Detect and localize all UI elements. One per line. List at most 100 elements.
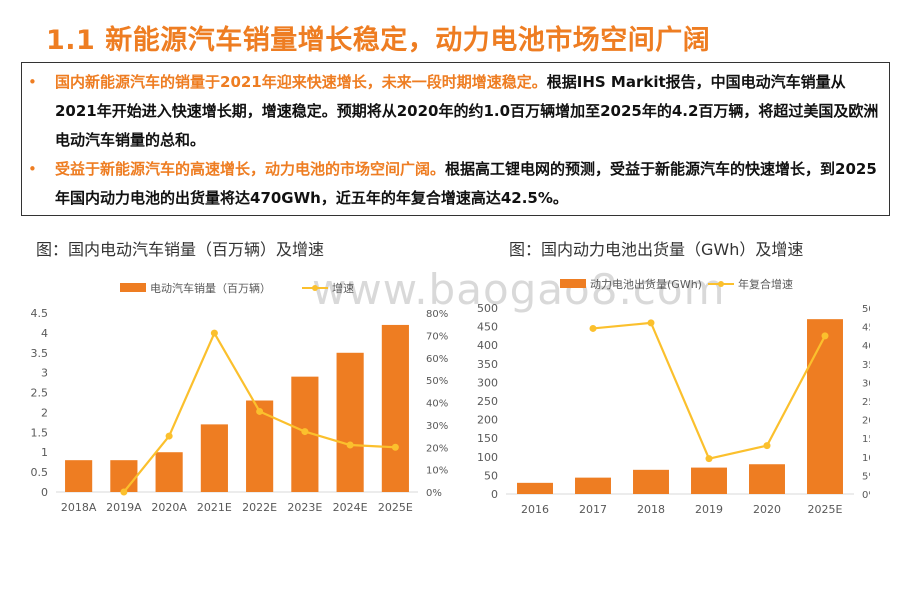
y-left-tick-label: 2.5 [31, 387, 49, 400]
y-left-tick-label: 4 [41, 327, 48, 340]
growth-point [256, 407, 264, 415]
growth-point [647, 319, 655, 327]
legend-line-marker [718, 281, 724, 287]
bar [517, 482, 553, 494]
bar [155, 452, 183, 492]
bullet-marker: • [28, 160, 37, 178]
legend-bar-label: 动力电池出货量(GWh) [590, 277, 702, 291]
growth-point [391, 443, 399, 451]
x-tick-label: 2020A [151, 501, 187, 514]
legend-line-marker [312, 285, 318, 291]
battery-shipment-chart: 动力电池出货量(GWh) 年复合增速 0 50 100 150 200 250 300 350 40… [477, 277, 870, 516]
y-right-tick-label: 5% [862, 471, 870, 482]
y-left-tick-label: 300 [477, 376, 498, 389]
bar [807, 319, 843, 494]
growth-point [301, 428, 309, 436]
bullet-paragraph-1: 国内新能源汽车的销量于2021年迎来快速增长，未来一段时期增速稳定。根据IHS … [55, 68, 887, 155]
x-tick-label: 2021E [197, 501, 232, 514]
y-right-tick-label: 45% [862, 323, 870, 334]
legend-bar-swatch [560, 279, 586, 288]
y-left-tick-label: 1.5 [31, 426, 49, 439]
growth-point [346, 441, 354, 449]
bar [749, 464, 785, 494]
bar [336, 352, 364, 492]
x-tick-label: 2022E [242, 501, 277, 514]
growth-point [763, 442, 771, 450]
ev-sales-chart: 电动汽车销量（百万辆） 增速 0 0.5 1 1.5 2 2.5 3 3.5 4 4.5 0% 10% 20… [31, 281, 449, 514]
y-left-tick-label: 150 [477, 432, 498, 445]
x-tick-label: 2024E [333, 501, 368, 514]
x-tick-label: 2016 [521, 503, 549, 516]
chart-caption-right: 图：国内动力电池出货量（GWh）及增速 [509, 240, 804, 259]
growth-point [821, 332, 829, 340]
x-tick-label: 2018A [61, 501, 97, 514]
bar [691, 467, 727, 494]
chart-caption-left: 图：国内电动汽车销量（百万辆）及增速 [36, 240, 325, 259]
y-left-tick-label: 3 [41, 367, 48, 380]
y-left-tick-label: 1 [41, 446, 48, 459]
y-left-tick-label: 2 [41, 406, 48, 419]
x-tick-label: 2020 [753, 503, 781, 516]
legend-bar-label: 电动汽车销量（百万辆） [150, 281, 271, 295]
growth-point [210, 329, 218, 337]
x-tick-label: 2018 [637, 503, 665, 516]
y-right-tick-label: 0% [862, 490, 870, 501]
y-left-tick-label: 500 [477, 302, 498, 315]
y-right-tick-label: 10% [862, 453, 870, 464]
y-left-tick-label: 4.5 [31, 307, 49, 320]
growth-point [705, 455, 713, 463]
y-right-tick-label: 25% [862, 397, 870, 408]
y-left-tick-label: 200 [477, 414, 498, 427]
y-right-tick-label: 20% [426, 443, 448, 454]
bar [110, 460, 138, 492]
x-tick-label: 2025E [808, 503, 843, 516]
bullet-highlight: 受益于新能源汽车的高速增长，动力电池的市场空间广阔。 [55, 160, 446, 178]
y-left-tick-label: 250 [477, 395, 498, 408]
growth-point [120, 488, 128, 496]
y-right-tick-label: 30% [426, 421, 448, 432]
watermark: www.baogao8.com [312, 265, 726, 314]
y-right-tick-label: 0% [426, 488, 442, 499]
bullet-text: 根据IHS Markit报告，中国电动汽车销量从2021年开始进入快速增长期，增… [55, 73, 879, 149]
y-right-tick-label: 35% [862, 360, 870, 371]
growth-point [589, 324, 597, 332]
bar [381, 324, 409, 492]
x-tick-label: 2023E [287, 501, 322, 514]
growth-point [165, 432, 173, 440]
legend-bar-swatch [120, 283, 146, 292]
bullet-highlight: 国内新能源汽车的销量于2021年迎来快速增长，未来一段时期增速稳定。 [55, 73, 547, 91]
y-left-tick-label: 100 [477, 451, 498, 464]
x-tick-label: 2017 [579, 503, 607, 516]
bullet-marker: • [28, 73, 37, 91]
bullet-paragraph-2: 受益于新能源汽车的高速增长，动力电池的市场空间广阔。根据高工锂电网的预测，受益于… [55, 155, 887, 213]
bar [65, 460, 93, 492]
bar [200, 424, 228, 492]
growth-line [592, 321, 826, 460]
y-right-tick-label: 15% [862, 434, 870, 445]
y-right-tick-label: 60% [426, 354, 448, 365]
y-right-tick-label: 50% [862, 304, 870, 315]
y-right-tick-label: 50% [426, 376, 448, 387]
y-left-tick-label: 450 [477, 321, 498, 334]
y-left-tick-label: 3.5 [31, 347, 49, 360]
y-right-tick-label: 80% [426, 309, 448, 320]
y-left-tick-label: 50 [484, 469, 498, 482]
legend-line-label: 增速 [332, 281, 354, 295]
y-right-tick-label: 70% [426, 331, 448, 342]
x-tick-label: 2019 [695, 503, 723, 516]
summary-box: • 国内新能源汽车的销量于2021年迎来快速增长，未来一段时期增速稳定。根据IH… [21, 62, 890, 216]
y-right-tick-label: 40% [862, 341, 870, 352]
y-left-tick-label: 0 [41, 486, 48, 499]
y-left-tick-label: 400 [477, 339, 498, 352]
x-tick-label: 2019A [106, 501, 142, 514]
page-title: 1.1 新能源汽车销量增长稳定，动力电池市场空间广阔 [46, 25, 711, 56]
y-left-tick-label: 0 [491, 488, 498, 501]
bullet-text: 根据高工锂电网的预测，受益于新能源汽车的快速增长，到2025年国内动力电池的出货… [55, 160, 877, 207]
bar [633, 469, 669, 494]
y-left-tick-label: 350 [477, 358, 498, 371]
bar [575, 477, 611, 494]
y-right-tick-label: 30% [862, 378, 870, 389]
y-right-tick-label: 20% [862, 416, 870, 427]
y-right-tick-label: 40% [426, 399, 448, 410]
y-right-tick-label: 10% [426, 466, 448, 477]
